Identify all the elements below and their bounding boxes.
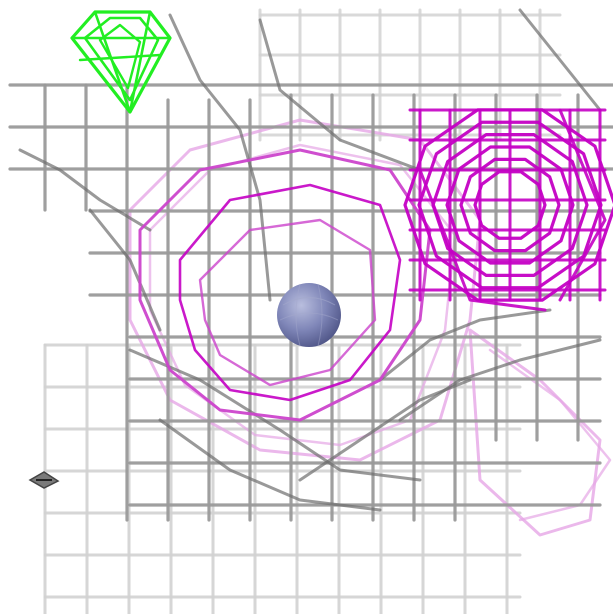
grey-density-mesh bbox=[8, 8, 613, 522]
green-density-mesh bbox=[70, 10, 172, 114]
atom-sphere[interactable] bbox=[277, 283, 341, 347]
small-marker-icon bbox=[28, 471, 60, 489]
magenta-density-cluster bbox=[403, 108, 613, 312]
grey-density-mesh-back bbox=[43, 8, 562, 614]
magenta-density-mesh bbox=[138, 148, 432, 422]
